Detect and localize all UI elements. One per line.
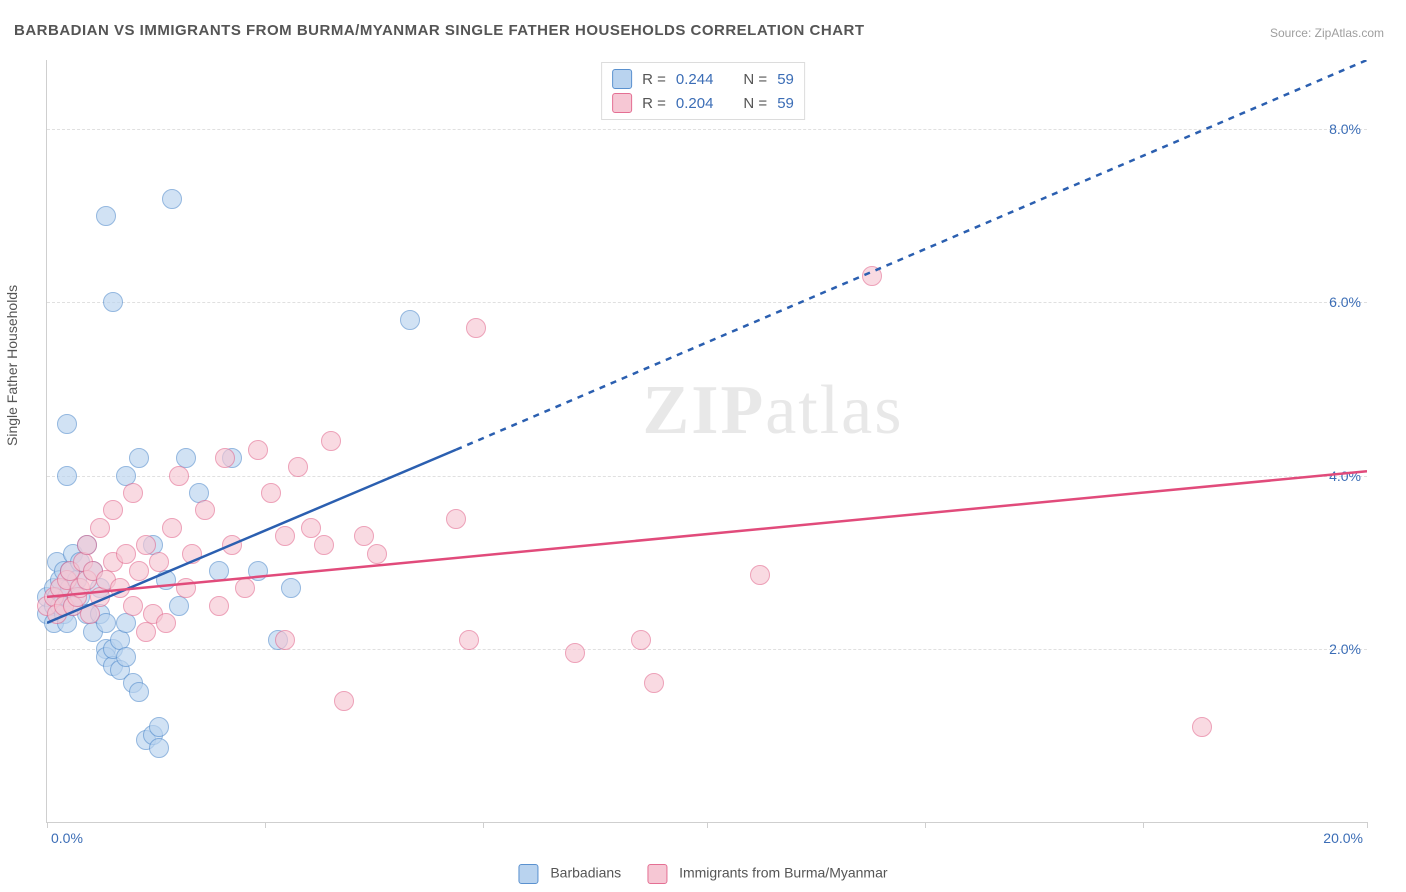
n-label: N = [743, 71, 767, 88]
data-point [314, 535, 334, 555]
n-label: N = [743, 95, 767, 112]
data-point [301, 518, 321, 538]
source-label: Source: ZipAtlas.com [1270, 26, 1384, 40]
data-point [367, 544, 387, 564]
x-tick [47, 822, 48, 828]
data-point [149, 552, 169, 572]
data-point [222, 535, 242, 555]
chart-title: BARBADIAN VS IMMIGRANTS FROM BURMA/MYANM… [14, 22, 865, 39]
data-point [116, 544, 136, 564]
data-point [136, 535, 156, 555]
data-point [235, 578, 255, 598]
data-point [123, 596, 143, 616]
data-point [129, 561, 149, 581]
series-legend: Barbadians Immigrants from Burma/Myanmar [518, 864, 887, 884]
data-point [182, 544, 202, 564]
data-point [334, 691, 354, 711]
data-point [129, 682, 149, 702]
n-value: 59 [777, 71, 794, 88]
data-point [169, 596, 189, 616]
correlation-legend: R = 0.244 N = 59 R = 0.204 N = 59 [601, 62, 805, 120]
data-point [354, 526, 374, 546]
legend-swatch-icon [612, 93, 632, 113]
x-tick [707, 822, 708, 828]
data-point [103, 292, 123, 312]
legend-swatch-icon [612, 69, 632, 89]
n-value: 59 [777, 95, 794, 112]
legend-label: Barbadians [550, 865, 621, 881]
data-point [400, 310, 420, 330]
legend-row: R = 0.204 N = 59 [612, 91, 794, 115]
data-point [116, 613, 136, 633]
data-point [195, 500, 215, 520]
x-tick [483, 822, 484, 828]
data-point [123, 483, 143, 503]
x-axis-max-label: 20.0% [1323, 830, 1363, 846]
data-point [90, 587, 110, 607]
data-point [136, 622, 156, 642]
data-point [90, 518, 110, 538]
legend-swatch-icon [647, 864, 667, 884]
r-label: R = [642, 71, 666, 88]
data-point [446, 509, 466, 529]
data-point [77, 535, 97, 555]
y-axis-title: Single Father Households [4, 285, 20, 446]
data-point [565, 643, 585, 663]
x-tick [1143, 822, 1144, 828]
data-point [281, 578, 301, 598]
x-tick [925, 822, 926, 828]
legend-item: Immigrants from Burma/Myanmar [647, 864, 887, 884]
data-point [275, 630, 295, 650]
data-point [862, 266, 882, 286]
legend-swatch-icon [518, 864, 538, 884]
data-point [80, 604, 100, 624]
data-point [110, 578, 130, 598]
data-point [215, 448, 235, 468]
data-point [750, 565, 770, 585]
data-point [169, 466, 189, 486]
x-tick [1367, 822, 1368, 828]
data-point [644, 673, 664, 693]
data-point [466, 318, 486, 338]
scatter-plot: ZIPatlas 0.0% 20.0% 2.0%4.0%6.0%8.0% [46, 60, 1367, 823]
data-point [248, 561, 268, 581]
data-point [459, 630, 479, 650]
r-label: R = [642, 95, 666, 112]
points-layer [47, 60, 1367, 822]
data-point [209, 596, 229, 616]
data-point [176, 578, 196, 598]
data-point [96, 206, 116, 226]
data-point [162, 518, 182, 538]
data-point [288, 457, 308, 477]
data-point [57, 414, 77, 434]
data-point [261, 483, 281, 503]
data-point [57, 466, 77, 486]
legend-row: R = 0.244 N = 59 [612, 67, 794, 91]
x-axis-min-label: 0.0% [51, 830, 83, 846]
data-point [149, 717, 169, 737]
data-point [156, 570, 176, 590]
data-point [321, 431, 341, 451]
r-value: 0.204 [676, 95, 714, 112]
data-point [129, 448, 149, 468]
data-point [209, 561, 229, 581]
x-tick [265, 822, 266, 828]
data-point [248, 440, 268, 460]
data-point [156, 613, 176, 633]
data-point [631, 630, 651, 650]
data-point [116, 647, 136, 667]
data-point [149, 738, 169, 758]
data-point [1192, 717, 1212, 737]
data-point [103, 500, 123, 520]
data-point [275, 526, 295, 546]
legend-item: Barbadians [518, 864, 621, 884]
r-value: 0.244 [676, 71, 714, 88]
data-point [162, 189, 182, 209]
legend-label: Immigrants from Burma/Myanmar [679, 865, 887, 881]
